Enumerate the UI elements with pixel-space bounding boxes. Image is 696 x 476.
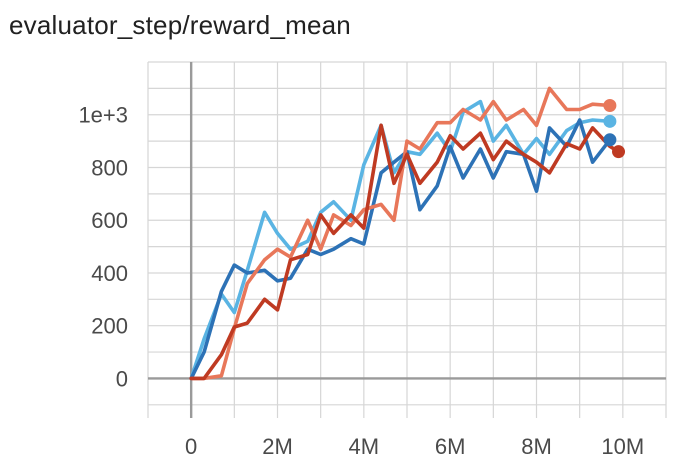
x-tick-label: 2M xyxy=(262,434,293,459)
y-tick-label: 400 xyxy=(91,261,128,286)
series-line-3 xyxy=(189,86,612,381)
y-tick-label: 800 xyxy=(91,155,128,180)
y-tick-label: 0 xyxy=(116,366,128,391)
series-end-marker-3 xyxy=(603,99,617,113)
chart-title: evaluator_step/reward_mean xyxy=(9,10,351,40)
x-axis-tick-labels: 0 2M 4M 6M 8M 10M xyxy=(185,434,644,459)
series-line-2 xyxy=(189,118,612,381)
x-tick-label: 10M xyxy=(601,434,644,459)
series-line-4 xyxy=(189,123,621,381)
axes xyxy=(148,62,666,418)
series-line-1 xyxy=(189,99,612,381)
series-lines xyxy=(189,86,621,381)
y-tick-label: 1e+3 xyxy=(78,103,128,128)
x-tick-label: 0 xyxy=(185,434,197,459)
y-axis-tick-labels: 0 200 400 600 800 1e+3 xyxy=(78,103,128,392)
y-tick-label: 200 xyxy=(91,314,128,339)
series-end-marker-1 xyxy=(603,114,617,128)
x-tick-label: 6M xyxy=(435,434,466,459)
series-end-marker-2 xyxy=(603,133,617,147)
x-tick-label: 4M xyxy=(349,434,380,459)
series-end-marker-4 xyxy=(612,145,626,159)
series-end-markers xyxy=(603,99,626,159)
x-tick-label: 8M xyxy=(521,434,552,459)
y-tick-label: 600 xyxy=(91,208,128,233)
